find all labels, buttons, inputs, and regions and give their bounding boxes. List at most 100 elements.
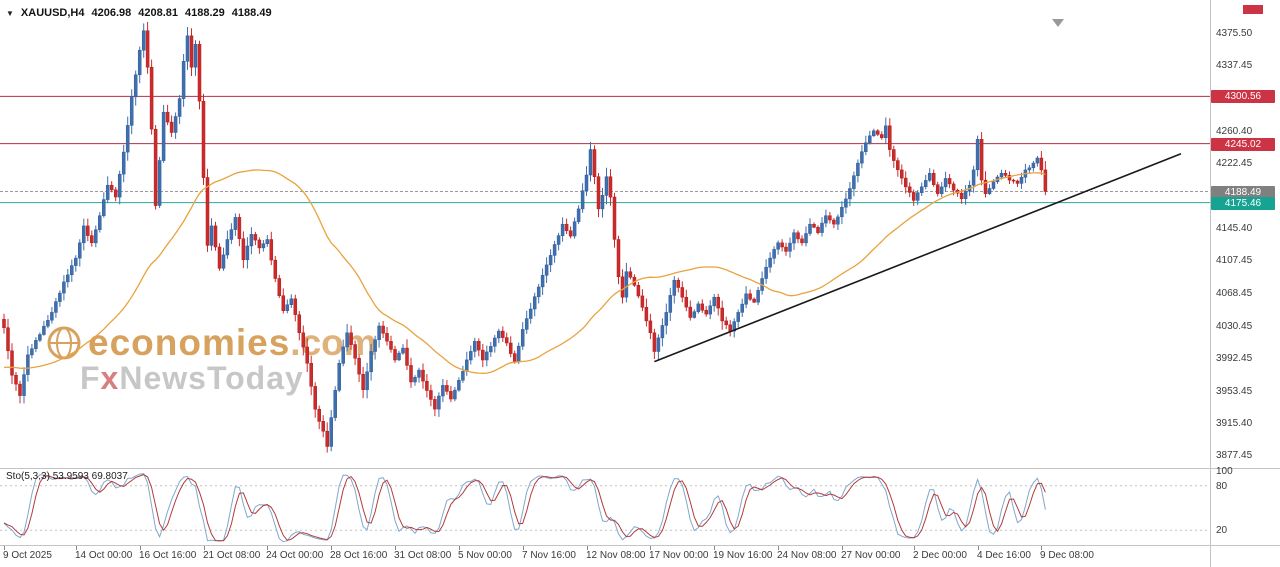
candle-body bbox=[808, 223, 812, 234]
candle-body bbox=[1043, 169, 1048, 192]
candle-body bbox=[704, 309, 708, 315]
candle-body bbox=[457, 380, 461, 391]
candle-body bbox=[353, 344, 357, 359]
candle-body bbox=[461, 371, 465, 381]
candle-body bbox=[696, 303, 701, 312]
candle-body bbox=[588, 149, 593, 176]
candle-body bbox=[628, 271, 633, 278]
candle-body bbox=[205, 177, 210, 246]
candle-body bbox=[273, 259, 278, 279]
candle-body bbox=[576, 208, 581, 222]
candle-body bbox=[923, 180, 928, 188]
candle-body bbox=[46, 320, 50, 327]
candle-body bbox=[177, 98, 182, 117]
candle-body bbox=[6, 327, 10, 352]
candle-body bbox=[943, 178, 948, 188]
candle-body bbox=[951, 183, 956, 191]
candle-body bbox=[173, 116, 178, 133]
candle-body bbox=[473, 341, 477, 352]
candle-body bbox=[109, 184, 114, 191]
candle-body bbox=[82, 225, 86, 244]
candle-body bbox=[193, 44, 198, 68]
candle-body bbox=[947, 178, 952, 185]
candle-body bbox=[385, 333, 389, 342]
candle-body bbox=[477, 341, 481, 351]
candle-body bbox=[668, 295, 673, 313]
candle-body bbox=[169, 121, 174, 133]
candle-body bbox=[445, 385, 449, 392]
candle-body bbox=[688, 306, 693, 318]
candle-body bbox=[153, 128, 158, 206]
candle-body bbox=[684, 296, 689, 308]
candle-body bbox=[832, 219, 836, 225]
candle-body bbox=[365, 371, 369, 390]
candle-body bbox=[149, 66, 154, 130]
candle-body bbox=[584, 174, 589, 191]
candle-body bbox=[225, 239, 230, 256]
candle-body bbox=[983, 179, 988, 194]
candle-body bbox=[98, 215, 102, 230]
candle-body bbox=[680, 287, 685, 298]
candle-body bbox=[369, 351, 373, 373]
candle-body bbox=[285, 304, 290, 311]
candle-body bbox=[377, 325, 381, 340]
candle-body bbox=[532, 296, 537, 310]
candle-body bbox=[640, 295, 645, 308]
candle-body bbox=[800, 238, 804, 244]
candle-body bbox=[748, 293, 752, 300]
candle-body bbox=[568, 230, 573, 237]
candle-body bbox=[113, 189, 118, 198]
candle-body bbox=[30, 348, 34, 356]
candle-body bbox=[524, 318, 529, 330]
candle-body bbox=[249, 234, 254, 247]
candle-body bbox=[752, 298, 756, 303]
candle-body bbox=[872, 130, 876, 137]
candle-body bbox=[1039, 157, 1044, 171]
candle-body bbox=[1003, 173, 1008, 176]
candle-body bbox=[560, 223, 565, 236]
candle-body bbox=[804, 233, 808, 244]
candle-body bbox=[269, 239, 274, 261]
candle-body bbox=[732, 321, 736, 332]
ascending-trendline[interactable] bbox=[654, 153, 1182, 363]
candle-body bbox=[716, 296, 720, 309]
candle-body bbox=[756, 290, 760, 303]
candle-body bbox=[900, 169, 904, 179]
candle-body bbox=[876, 130, 880, 135]
candle-body bbox=[864, 142, 868, 152]
chart-shift-marker[interactable] bbox=[1052, 19, 1064, 27]
candle-body bbox=[18, 383, 22, 396]
candle-body bbox=[724, 320, 728, 326]
stochastic-panel bbox=[0, 473, 1210, 543]
candle-body bbox=[341, 346, 345, 364]
candle-body bbox=[812, 223, 816, 228]
candle-body bbox=[297, 314, 302, 334]
candle-body bbox=[233, 217, 238, 230]
candle-body bbox=[888, 125, 892, 150]
candle-body bbox=[213, 225, 218, 248]
candle-body bbox=[844, 198, 848, 208]
candle-body bbox=[508, 342, 513, 354]
candle-body bbox=[624, 271, 629, 298]
candle-body bbox=[828, 215, 832, 221]
candle-body bbox=[816, 227, 820, 233]
candle-body bbox=[564, 223, 569, 231]
candle-body bbox=[720, 307, 724, 322]
candle-body bbox=[441, 385, 445, 397]
candle-body bbox=[157, 160, 162, 206]
candle-body bbox=[257, 239, 262, 249]
candle-body bbox=[796, 232, 800, 240]
candle-body bbox=[34, 340, 38, 349]
candle-body bbox=[245, 245, 250, 261]
candle-body bbox=[489, 346, 493, 353]
candle-body bbox=[736, 312, 740, 322]
candle-body bbox=[963, 190, 968, 199]
candle-body bbox=[744, 293, 748, 305]
candle-body bbox=[700, 303, 705, 311]
candle-body bbox=[373, 339, 377, 352]
stochastic-signal-line bbox=[3, 474, 1046, 542]
candle-body bbox=[620, 276, 625, 298]
candle-body bbox=[903, 177, 908, 188]
candle-body bbox=[469, 351, 473, 361]
